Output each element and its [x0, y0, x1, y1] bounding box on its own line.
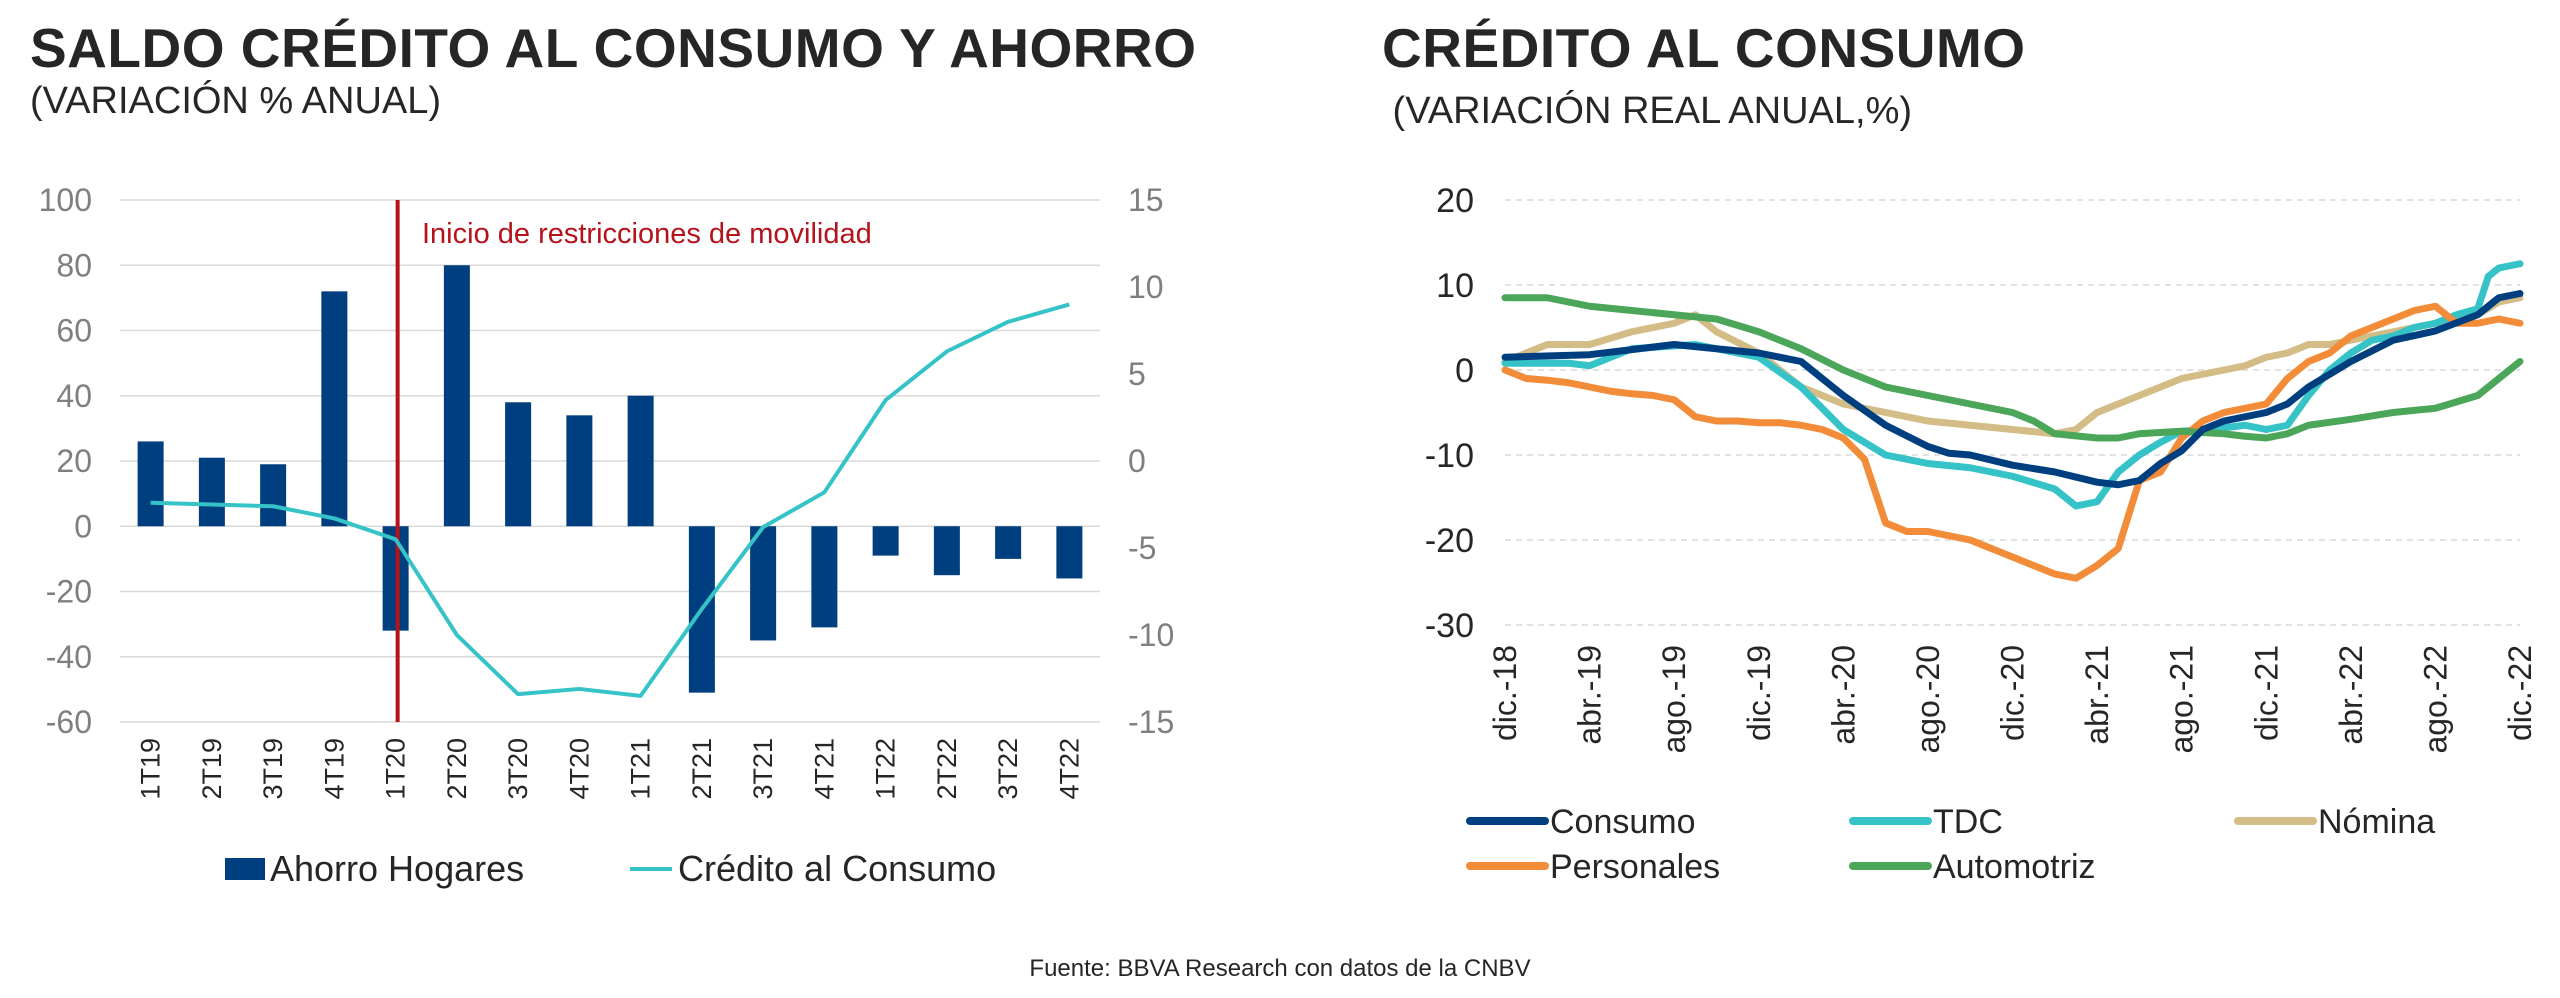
x-tick-label: 3T21 [748, 738, 778, 800]
y-tick-label: 20 [1436, 182, 1474, 220]
right-y-tick-label: -5 [1128, 530, 1156, 566]
bar-ahorro-hogares [198, 457, 225, 527]
x-tick-label: 1T19 [136, 738, 166, 800]
x-tick-label: 3T20 [503, 738, 533, 800]
bar-ahorro-hogares [137, 441, 164, 527]
y-tick-label: -30 [1425, 607, 1474, 645]
bar-ahorro-hogares [1056, 526, 1083, 579]
bar-ahorro-hogares [566, 415, 593, 527]
bar-ahorro-hogares [750, 526, 777, 641]
x-tick-label: 2T20 [442, 738, 472, 800]
left-y-tick-label: 20 [56, 443, 92, 479]
legend-swatch-ahorro [225, 858, 265, 880]
x-tick-label: 2T21 [687, 738, 717, 800]
x-tick-label: abr.-21 [2079, 645, 2115, 745]
source-note: Fuente: BBVA Research con datos de la CN… [1029, 955, 1531, 982]
x-tick-label: 4T22 [1054, 738, 1084, 800]
left-chart-title: SALDO CRÉDITO AL CONSUMO Y AHORRO [30, 17, 1197, 79]
bar-ahorro-hogares [627, 395, 654, 527]
left-y-tick-label: 0 [74, 508, 92, 544]
x-tick-label: 3T22 [993, 738, 1023, 800]
x-tick-label: 1T21 [626, 738, 656, 800]
legend-label-automotriz: Automotriz [1933, 848, 2096, 886]
bar-ahorro-hogares [260, 464, 287, 527]
legend-label-consumo: Consumo [1550, 803, 1696, 841]
bar-ahorro-hogares [811, 526, 838, 628]
right-y-tick-label: 15 [1128, 182, 1164, 218]
x-tick-label: dic.-19 [1741, 645, 1777, 741]
bar-ahorro-hogares [872, 526, 899, 556]
x-tick-label: 4T21 [809, 738, 839, 800]
right-y-tick-label: 0 [1128, 443, 1146, 479]
x-tick-label: 2T19 [197, 738, 227, 800]
legend-label-personales: Personales [1550, 848, 1720, 886]
bar-ahorro-hogares [933, 526, 960, 576]
x-tick-label: dic.-18 [1487, 645, 1523, 741]
left-y-tick-label: -20 [46, 574, 92, 610]
x-tick-label: 1T22 [871, 738, 901, 800]
x-tick-label: abr.-20 [1825, 645, 1861, 745]
series-line-automotriz [1501, 294, 2524, 442]
right-chart-subtitle: (VARIACIÓN REAL ANUAL,%) [1382, 90, 1913, 132]
x-tick-label: ago.-19 [1656, 645, 1692, 754]
right-y-tick-label: 5 [1128, 356, 1146, 392]
legend-label-credito: Crédito al Consumo [678, 848, 996, 889]
x-tick-label: 2T22 [932, 738, 962, 800]
series-line-consumo [1501, 290, 2524, 489]
x-tick-label: dic.-21 [2248, 645, 2284, 741]
x-tick-label: dic.-22 [2502, 645, 2538, 741]
series-line-personales [1501, 302, 2524, 582]
right-y-tick-label: -10 [1128, 617, 1174, 653]
y-tick-label: -20 [1425, 522, 1474, 560]
y-tick-label: 10 [1436, 267, 1474, 305]
right-chart-title: CRÉDITO AL CONSUMO [1382, 17, 2026, 79]
bar-ahorro-hogares [443, 265, 470, 527]
series-line-tdc [1501, 260, 2524, 510]
bar-ahorro-hogares [995, 526, 1022, 559]
x-tick-label: dic.-20 [1995, 645, 2031, 741]
x-tick-label: 4T19 [319, 738, 349, 800]
y-tick-label: 0 [1455, 352, 1474, 390]
legend-label-ahorro: Ahorro Hogares [270, 848, 524, 889]
left-y-tick-label: 60 [56, 313, 92, 349]
series-line-credito-consumo [150, 302, 1070, 698]
bar-ahorro-hogares [321, 291, 348, 527]
right-y-tick-label: -15 [1128, 704, 1174, 740]
annotation-label: Inicio de restricciones de movilidad [422, 218, 872, 250]
x-tick-label: ago.-20 [1910, 645, 1946, 754]
right-y-tick-label: 10 [1128, 269, 1164, 305]
x-tick-label: ago.-22 [2417, 645, 2453, 754]
x-tick-label: abr.-22 [2333, 645, 2369, 745]
left-y-tick-label: -60 [46, 704, 92, 740]
legend-label-nomina: Nómina [2318, 803, 2435, 841]
left-chart-subtitle: (VARIACIÓN % ANUAL) [30, 80, 442, 122]
left-y-tick-label: 40 [56, 378, 92, 414]
left-y-tick-label: -40 [46, 639, 92, 675]
x-tick-label: 3T19 [258, 738, 288, 800]
legend-label-tdc: TDC [1933, 803, 2003, 841]
left-y-tick-label: 100 [39, 182, 92, 218]
x-tick-label: 1T20 [381, 738, 411, 800]
y-tick-label: -10 [1425, 437, 1474, 475]
bar-ahorro-hogares [505, 402, 532, 527]
x-tick-label: ago.-21 [2164, 645, 2200, 754]
x-tick-label: abr.-19 [1572, 645, 1608, 745]
left-y-tick-label: 80 [56, 247, 92, 283]
x-tick-label: 4T20 [564, 738, 594, 800]
